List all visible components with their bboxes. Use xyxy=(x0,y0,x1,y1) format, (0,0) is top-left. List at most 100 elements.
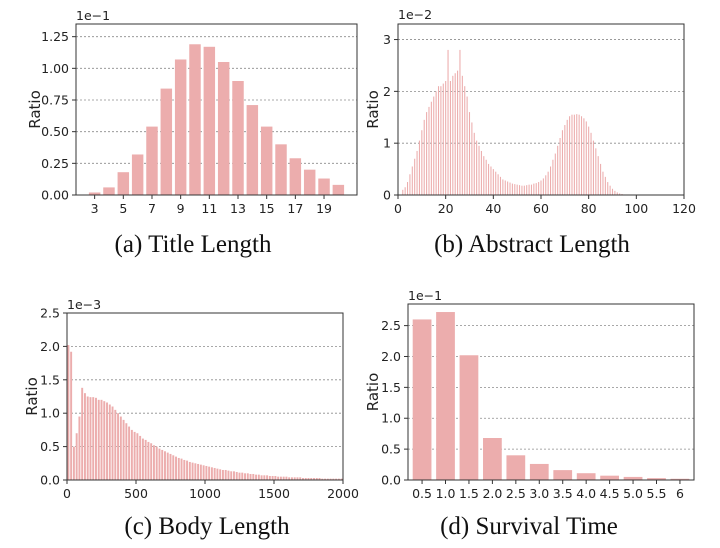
y-tick-label: 0.5 xyxy=(40,439,60,454)
bar xyxy=(600,163,602,195)
bar xyxy=(241,472,244,480)
bar xyxy=(144,439,147,480)
bar xyxy=(464,86,466,195)
bar xyxy=(89,397,92,480)
bar xyxy=(289,158,302,195)
y-tick-label: 1 xyxy=(383,136,391,151)
bar xyxy=(164,451,166,480)
bar xyxy=(457,70,459,195)
bar xyxy=(152,445,155,480)
bar xyxy=(332,184,345,195)
bar xyxy=(459,49,461,196)
bar xyxy=(307,477,310,480)
bar xyxy=(275,144,287,195)
bar xyxy=(492,169,494,195)
bar xyxy=(442,83,444,195)
bar xyxy=(507,181,509,195)
bar xyxy=(497,174,499,195)
bar xyxy=(573,114,575,195)
y-axis-label: Ratio xyxy=(364,373,382,412)
bar xyxy=(128,426,131,480)
bar xyxy=(70,351,73,480)
bar xyxy=(95,397,97,480)
bar xyxy=(514,184,516,195)
bar xyxy=(81,387,84,480)
bar xyxy=(468,112,471,195)
bar xyxy=(160,88,173,195)
y-tick-label: 1.00 xyxy=(41,61,69,76)
bar xyxy=(310,477,313,480)
bar xyxy=(530,184,533,195)
y-tick-label: 0.0 xyxy=(40,473,60,488)
y-tick-label: 2.0 xyxy=(381,349,401,364)
bar xyxy=(561,130,563,195)
bar xyxy=(623,476,643,480)
chart-panel-0: 0.00 0.25 0.50 0.75 1.00 1.25 3 5 7 9 11 13 15 17 19 Ra… xyxy=(26,8,358,258)
y-tick-label: 0 xyxy=(383,188,391,203)
bar xyxy=(88,192,101,195)
bar xyxy=(233,471,235,480)
x-tick-label: 1000 xyxy=(189,486,221,501)
bar xyxy=(194,463,197,480)
bar xyxy=(111,406,114,480)
x-tick-label: 19 xyxy=(316,201,332,216)
panel-caption: (d) Survival Time xyxy=(440,513,618,540)
x-tick-label: 5.5 xyxy=(647,486,667,501)
y-tick-label: 1.5 xyxy=(381,380,401,395)
bar xyxy=(583,118,585,195)
bar xyxy=(244,473,246,480)
bar xyxy=(549,166,552,195)
bar xyxy=(483,438,502,480)
bar xyxy=(288,477,291,480)
bar xyxy=(564,125,566,195)
x-tick-label: 11 xyxy=(201,201,217,216)
bar xyxy=(197,463,200,480)
bar xyxy=(509,182,511,195)
bar xyxy=(592,140,594,195)
bar xyxy=(238,472,241,480)
plot-frame xyxy=(407,303,695,481)
bar xyxy=(86,396,89,480)
bar xyxy=(67,345,70,480)
bar xyxy=(609,185,611,195)
bar xyxy=(461,75,463,195)
bar xyxy=(166,452,169,480)
bar xyxy=(318,477,321,480)
y-tick-label: 1.0 xyxy=(381,411,401,426)
x-tick-label: 0 xyxy=(394,201,402,216)
bar xyxy=(670,478,690,480)
bar xyxy=(150,443,153,480)
bar xyxy=(274,475,277,480)
bar xyxy=(426,112,428,195)
plot-frame xyxy=(75,23,358,196)
bar xyxy=(279,476,282,480)
bar xyxy=(580,116,583,195)
bar xyxy=(131,154,144,195)
bar xyxy=(585,121,587,195)
scale-multiplier: 1e−1 xyxy=(408,288,442,303)
x-tick-label: 1500 xyxy=(258,486,290,501)
bar xyxy=(183,459,186,480)
x-tick-label: 40 xyxy=(485,201,501,216)
bar xyxy=(174,59,187,195)
bar xyxy=(614,190,616,195)
bar xyxy=(268,475,271,480)
bar xyxy=(566,119,568,195)
bar xyxy=(504,180,506,195)
bar xyxy=(304,477,307,480)
bar xyxy=(411,166,413,195)
x-tick-label: 0 xyxy=(63,486,71,501)
bar xyxy=(435,91,437,195)
bar xyxy=(604,176,606,195)
x-tick-label: 1.5 xyxy=(459,486,479,501)
bar xyxy=(418,140,420,195)
bar xyxy=(542,178,544,195)
bar xyxy=(600,475,619,480)
bar xyxy=(540,180,542,195)
bar xyxy=(303,169,316,195)
x-tick-label: 60 xyxy=(533,201,549,216)
bar xyxy=(293,477,296,480)
bar xyxy=(578,114,580,195)
y-tick-label: 0.00 xyxy=(41,188,69,203)
bar xyxy=(437,86,440,195)
